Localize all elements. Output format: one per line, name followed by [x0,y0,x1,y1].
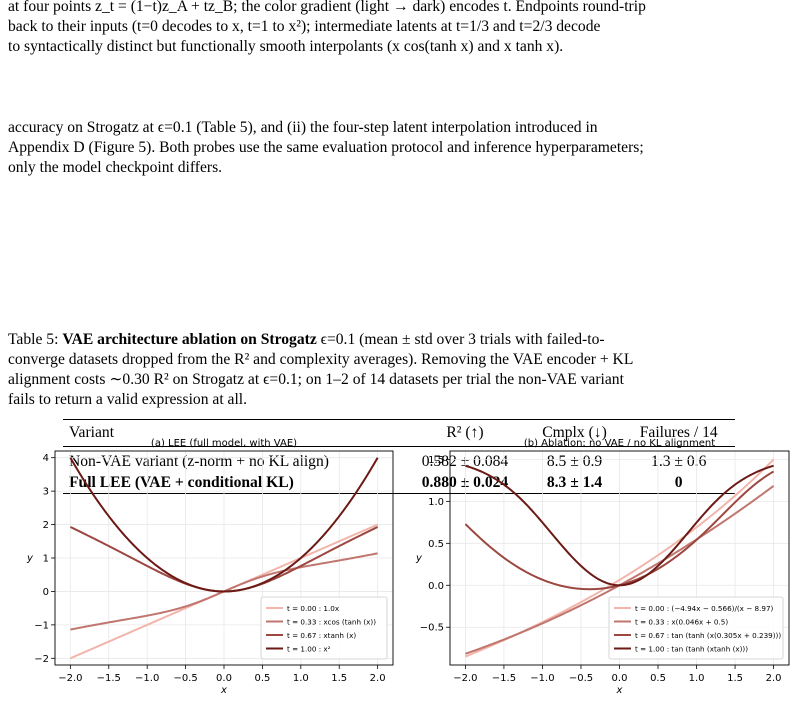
body-line: accuracy on Strogatz at ϵ=0.1 (Table 5),… [8,118,800,138]
y-tick-label: −0.5 [420,623,444,634]
x-axis-label: x [616,685,623,696]
x-tick-label: −2.0 [58,673,82,684]
legend-entry: t = 0.00 : (−4.94x − 0.566)/(x − 8.97) [635,604,774,613]
table-caption: Table 5: VAE architecture ablation on St… [8,330,800,410]
y-tick-label: 1.0 [428,497,444,508]
x-tick-label: 0.0 [216,673,232,684]
x-tick-label: 2.0 [766,673,782,684]
x-tick-label: 1.5 [727,673,743,684]
y-axis-label: y [415,553,423,564]
x-tick-label: 0.5 [254,673,270,684]
x-tick-label: 1.0 [689,673,705,684]
y-tick-label: 0.5 [428,539,444,550]
caption-label: Table 5: [8,331,58,348]
legend-entry: t = 0.33 : xcos (tanh (x)) [287,617,376,626]
chart-title: (a) LEE (full model, with VAE) [151,438,297,449]
y-tick-label: 2 [43,520,49,531]
y-tick-label: 4 [43,453,49,464]
y-tick-label: 3 [43,487,49,498]
caption-line: converge datasets dropped from the R² an… [8,350,800,370]
caption-line: fails to return a valid expression at al… [8,390,800,410]
intro-line: at four points z_t = (1−t)z_A + tz_B; th… [8,0,800,17]
x-tick-label: −1.0 [530,673,554,684]
body-line: Appendix D (Figure 5). Both probes use t… [8,138,800,158]
legend-entry: t = 0.00 : 1.0x [287,604,340,613]
chart-title: (b) Ablation: no VAE / no KL alignment [524,438,715,449]
y-tick-label: −2 [34,654,49,665]
y-axis-label: y [26,553,34,564]
x-tick-label: −1.5 [97,673,121,684]
x-tick-label: 0.0 [612,673,628,684]
legend-entry: t = 0.33 : x(0.046x + 0.5) [635,617,728,626]
y-tick-label: 0 [43,587,49,598]
x-tick-label: 1.0 [293,673,309,684]
x-axis-label: x [220,685,227,696]
intro-paragraph: at four points z_t = (1−t)z_A + tz_B; th… [8,0,800,57]
caption-line: alignment costs ∼0.30 R² on Strogatz at … [8,370,800,390]
legend-entry: t = 0.67 : xtanh (x) [287,631,356,640]
x-tick-label: −1.0 [135,673,159,684]
x-tick-label: −0.5 [173,673,197,684]
y-tick-label: 1.5 [428,455,444,466]
body-paragraph: accuracy on Strogatz at ϵ=0.1 (Table 5),… [8,118,800,178]
x-tick-label: 0.5 [650,673,666,684]
y-tick-label: −1 [34,620,49,631]
intro-line: back to their inputs (t=0 decodes to x, … [8,17,800,37]
y-tick-label: 1 [43,554,49,565]
caption-bold: VAE architecture ablation on Strogatz [62,331,316,348]
x-tick-label: −0.5 [569,673,593,684]
caption-line: Table 5: VAE architecture ablation on St… [8,330,800,350]
caption-rest: ϵ=0.1 (mean ± std over 3 trials with fai… [317,331,605,348]
chart-panel: −2.0 −1.5 −1.0 −0.5 0.0 0.5 1.0 1.5 2.0 −0.5 0.0 0.… [415,438,789,696]
x-tick-label: −2.0 [453,673,477,684]
x-tick-label: 1.5 [331,673,347,684]
x-tick-label: −1.5 [492,673,516,684]
interpolation-figure: −2.0 −1.5 −1.0 −0.5 0.0 0.5 1.0 1.5 2.0 −2 −1 0 1 2 3 4… [0,432,808,727]
chart-panel: −2.0 −1.5 −1.0 −0.5 0.0 0.5 1.0 1.5 2.0 −2 −1 0 1 2 3 4… [26,438,393,696]
legend-entry: t = 1.00 : tan (tanh (xtanh (x))) [635,644,748,653]
intro-line: to syntactically distinct but functional… [8,37,800,57]
body-line: only the model checkpoint differs. [8,158,800,178]
legend-entry: t = 1.00 : x² [287,644,331,653]
y-tick-label: 0.0 [428,581,444,592]
legend-entry: t = 0.67 : tan (tanh (x(0.305x + 0.239))… [635,631,781,640]
x-tick-label: 2.0 [370,673,386,684]
